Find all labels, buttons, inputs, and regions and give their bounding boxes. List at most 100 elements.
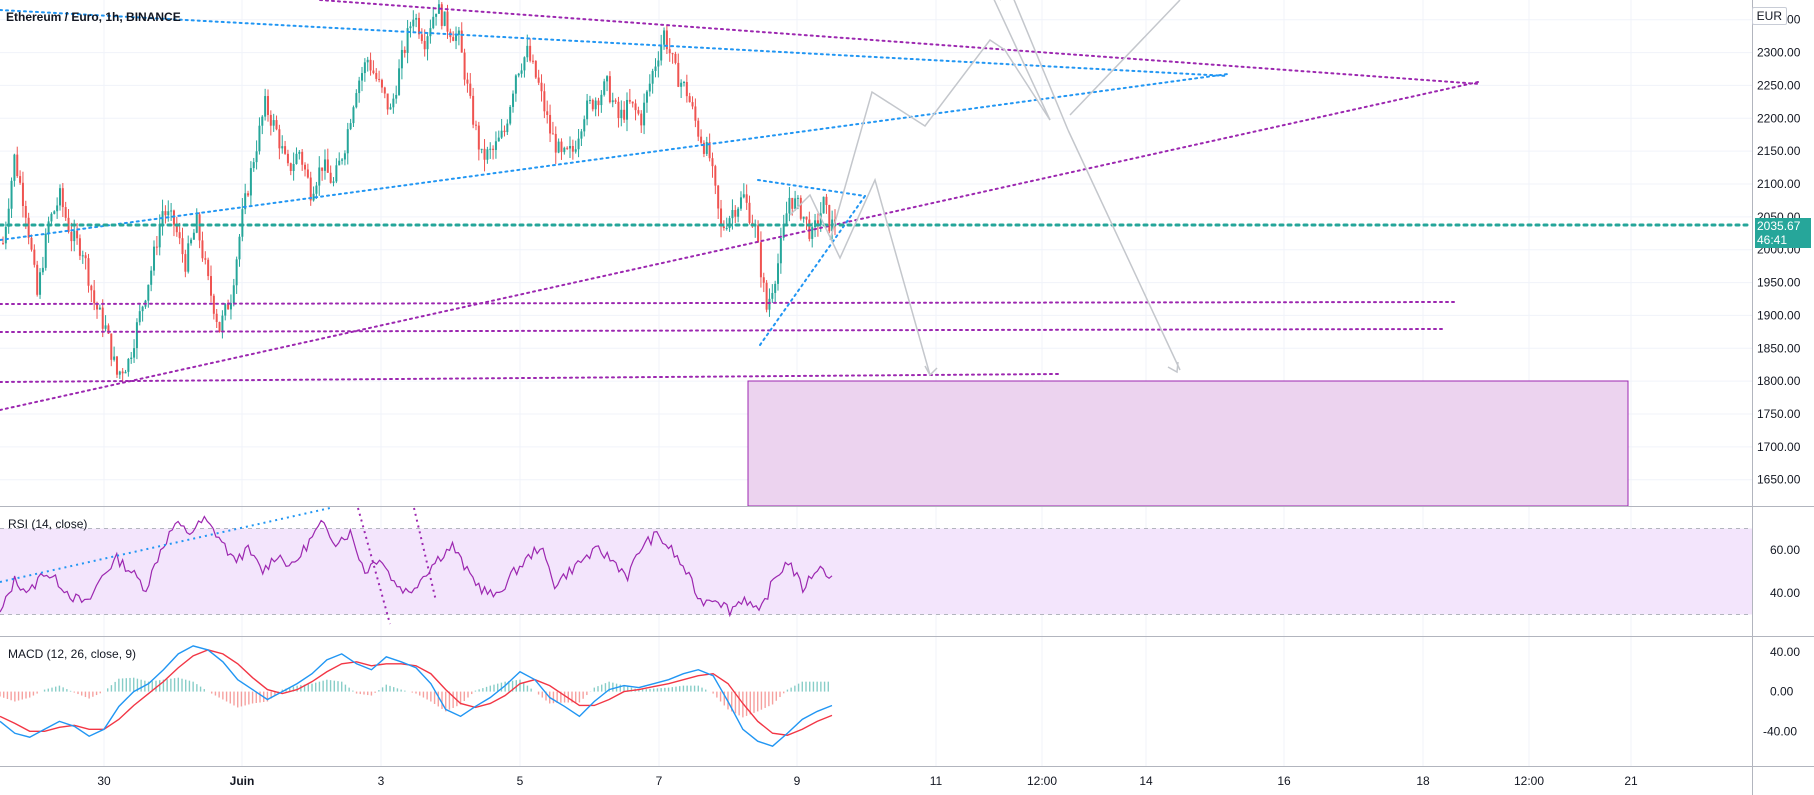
candle: [104, 315, 107, 332]
candle: [671, 52, 674, 64]
projection-path-6[interactable]: [1069, 0, 1181, 116]
rsi-axis[interactable]: 60.00 40.00: [1770, 543, 1800, 600]
candle: [546, 100, 549, 124]
time-axis[interactable]: 30 Juin 3 5 7 9 11 12:00 14 16 18 12:00 21: [97, 774, 1638, 788]
price-axis[interactable]: 2350.002300.002250.002200.002150.002100.…: [1757, 13, 1801, 487]
candle: [247, 190, 250, 198]
projection-path-4[interactable]: [1000, 0, 1069, 131]
candle: [281, 135, 284, 154]
macd-axis[interactable]: 40.00 0.00 -40.00: [1763, 645, 1800, 738]
rsi-panel[interactable]: [0, 515, 1752, 618]
candle: [654, 58, 657, 78]
candle: [2, 236, 4, 245]
target-zone-rect[interactable]: [747, 380, 1629, 507]
blue-trendline-upper[interactable]: [0, 9, 1229, 77]
candle: [537, 69, 540, 86]
projection-paths[interactable]: [789, 0, 1181, 377]
candle: [554, 126, 557, 165]
symbol-title[interactable]: Ethereum / Euro, 1h, BINANCE: [6, 10, 181, 24]
candle: [745, 184, 748, 210]
candle: [620, 100, 623, 127]
price-tick-label: 2100.00: [1757, 177, 1801, 191]
candle: [665, 24, 668, 55]
candle: [802, 216, 805, 223]
candle: [124, 369, 127, 374]
macd-title[interactable]: MACD (12, 26, close, 9): [8, 647, 136, 661]
time-tick-label: 14: [1139, 774, 1153, 788]
candle: [452, 31, 455, 42]
candle: [249, 161, 252, 207]
candle: [708, 133, 711, 162]
candle: [138, 303, 141, 326]
candle: [663, 27, 666, 50]
candle: [651, 68, 654, 94]
rsi-purple-trendline-2[interactable]: [413, 507, 437, 602]
candle: [762, 272, 765, 293]
candle: [794, 190, 797, 212]
candle: [645, 89, 648, 113]
purple-support-1875[interactable]: [0, 328, 1444, 333]
candle: [517, 72, 520, 78]
candle: [483, 139, 486, 172]
trendlines[interactable]: [0, 0, 1754, 411]
candle: [7, 198, 10, 234]
candle: [341, 158, 344, 165]
price-tick-label: 2300.00: [1757, 46, 1801, 60]
candle: [36, 260, 39, 297]
rsi-blue-trendline[interactable]: [0, 507, 331, 583]
purple-support-1800[interactable]: [0, 373, 1059, 383]
candle: [167, 200, 170, 222]
blue-wedge-bottom[interactable]: [759, 195, 866, 346]
rsi-purple-trendline-1[interactable]: [357, 507, 391, 625]
candle: [329, 165, 332, 184]
candle: [514, 74, 517, 102]
candle: [754, 219, 757, 238]
candle: [286, 149, 289, 167]
price-tick-label: 1650.00: [1757, 473, 1801, 487]
candle: [571, 139, 574, 160]
price-panel[interactable]: [2, 0, 836, 383]
price-tick-label: 1800.00: [1757, 374, 1801, 388]
candle: [133, 339, 136, 363]
purple-trendline-lower[interactable]: [0, 81, 1479, 411]
blue-wedge-top[interactable]: [757, 179, 866, 197]
price-tick-label: 2150.00: [1757, 144, 1801, 158]
candle: [272, 113, 275, 132]
candle: [486, 146, 489, 164]
candle: [549, 104, 552, 143]
macd-panel[interactable]: [0, 645, 833, 747]
candle: [349, 118, 352, 131]
candle: [30, 234, 33, 252]
macd-tick-label: -40.00: [1763, 724, 1797, 738]
projection-path-2[interactable]: [829, 38, 1051, 241]
candle: [494, 131, 497, 159]
rsi-line: [0, 515, 833, 618]
projection-path-3[interactable]: [985, 0, 1051, 121]
candle: [685, 74, 688, 103]
candle: [227, 299, 230, 310]
candle: [135, 318, 138, 360]
purple-trendline-upper[interactable]: [319, 0, 1481, 85]
candle: [301, 149, 304, 171]
purple-support-1920[interactable]: [0, 301, 1456, 305]
candle: [426, 33, 429, 61]
projection-path-1[interactable]: [789, 177, 931, 376]
candle: [21, 171, 24, 218]
projection-path-5[interactable]: [1067, 129, 1181, 371]
rsi-trendlines[interactable]: [0, 507, 437, 625]
rsi-title[interactable]: RSI (14, close): [8, 517, 87, 531]
candle: [614, 98, 617, 104]
candle: [474, 120, 477, 131]
candle: [828, 204, 831, 234]
candle: [278, 124, 281, 160]
currency-button[interactable]: EUR: [1751, 7, 1787, 25]
macd-tick-label: 0.00: [1770, 685, 1794, 699]
candle: [372, 60, 375, 75]
candle: [811, 222, 814, 248]
candle: [566, 146, 569, 150]
price-tick-label: 2200.00: [1757, 111, 1801, 125]
candle: [457, 26, 460, 46]
blue-trendline-lower[interactable]: [0, 73, 1229, 241]
candle: [543, 83, 546, 119]
